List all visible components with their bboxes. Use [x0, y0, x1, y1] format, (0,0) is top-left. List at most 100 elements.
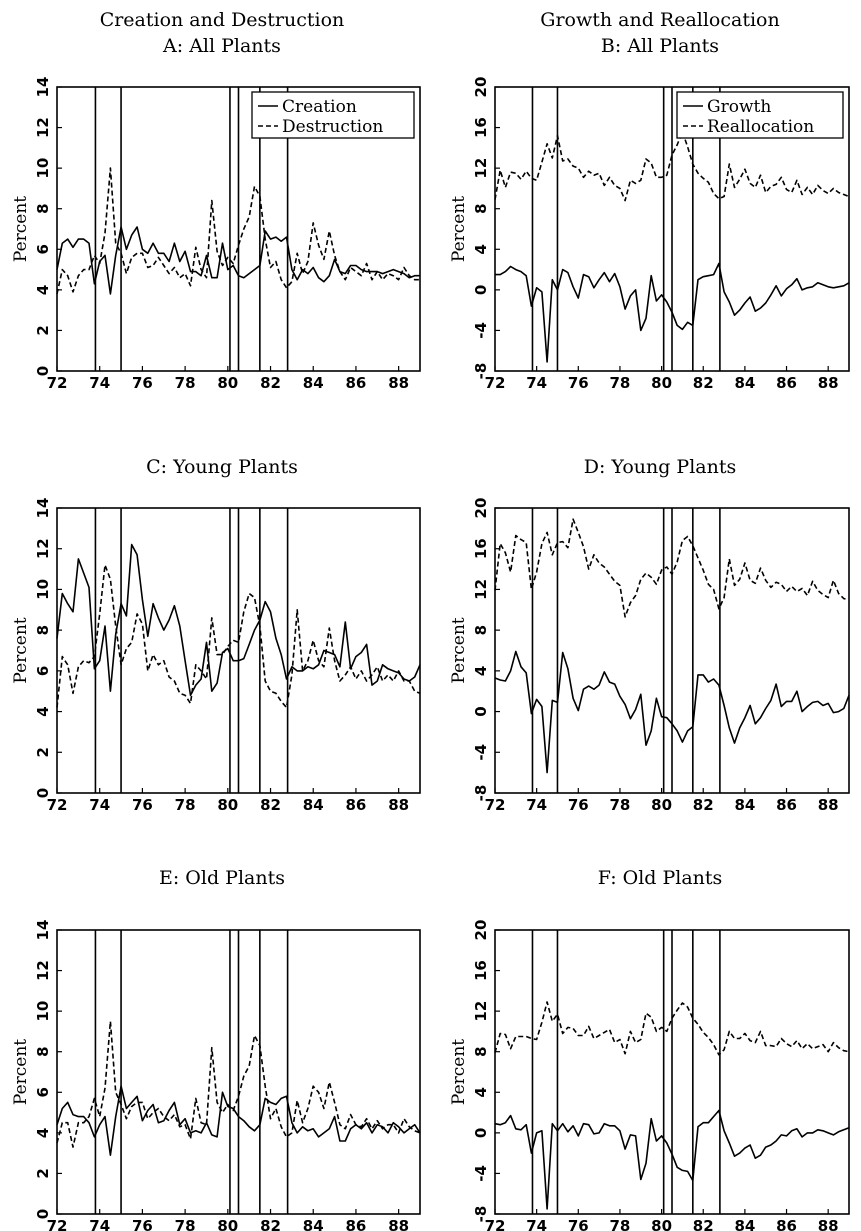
panel-e-ylabel: Percent	[11, 1039, 31, 1105]
panel-c: C: Young Plants Percent 0 2 4 6 8 10 12 14 72 74 76 7…	[11, 456, 421, 814]
panel-b: B: All Plants Percent -8 -4 0 4 8 12 16 20 72 74 76 7…	[449, 35, 850, 392]
y-tick-label: 0	[34, 1209, 52, 1219]
y-tick-label: 20	[472, 920, 490, 941]
y-tick-label: 8	[472, 625, 490, 635]
y-tick-label: 4	[34, 285, 52, 295]
y-tick-label: 14	[34, 77, 52, 98]
y-tick-label: 0	[34, 366, 52, 376]
legend-label: Growth	[707, 97, 771, 117]
x-tick-label: 82	[260, 1217, 281, 1231]
series-reallocation-line	[494, 518, 850, 618]
series-destruction-line	[56, 1020, 421, 1148]
column-title-right: Growth and Reallocation	[540, 9, 779, 31]
x-tick-label: 76	[132, 796, 153, 814]
x-tick-label: 76	[132, 1217, 153, 1231]
y-tick-label: 6	[34, 666, 52, 676]
panel-d-ylabel: Percent	[449, 617, 469, 683]
y-tick-label: 8	[34, 625, 52, 635]
y-tick-label: 2	[34, 325, 52, 335]
y-tick-label: -4	[472, 744, 490, 761]
x-tick-label: 84	[734, 1217, 755, 1231]
y-tick-label: -4	[472, 322, 490, 339]
x-tick-label: 78	[175, 796, 196, 814]
y-tick-label: 12	[472, 158, 490, 179]
y-tick-label: 8	[472, 1046, 490, 1056]
x-tick-label: 80	[651, 1217, 672, 1231]
y-tick-label: 16	[472, 538, 490, 559]
y-tick-label: 8	[34, 203, 52, 213]
x-tick-label: 82	[260, 796, 281, 814]
plot-frame	[494, 507, 850, 794]
panel-e-title: E: Old Plants	[159, 867, 285, 889]
x-tick-label: 78	[175, 1217, 196, 1231]
series-destruction-line	[56, 564, 421, 709]
x-tick-label: 88	[818, 1217, 839, 1231]
panel-d: D: Young Plants Percent -8 -4 0 4 8 12 16 20 72 74 7…	[449, 456, 850, 814]
y-tick-label: 2	[34, 747, 52, 757]
y-tick-label: 12	[34, 960, 52, 981]
panel-c-ylabel: Percent	[11, 617, 31, 683]
panel-f: F: Old Plants Percent -8 -4 0 4 8 12 16 20 72 74 76 7…	[449, 867, 850, 1231]
panel-e: E: Old Plants Percent 0 2 4 6 8 10 12 14 72 74 76 78 8…	[11, 867, 421, 1231]
y-tick-label: 8	[34, 1046, 52, 1056]
y-tick-label: 20	[472, 498, 490, 519]
x-tick-label: 74	[89, 374, 110, 392]
x-tick-label: 86	[776, 374, 797, 392]
series-growth-line	[494, 1109, 850, 1210]
x-tick-label: 74	[526, 796, 547, 814]
x-tick-label: 78	[175, 374, 196, 392]
x-tick-label: 72	[485, 1217, 506, 1231]
y-tick-label: 4	[34, 706, 52, 716]
y-tick-label: 16	[472, 117, 490, 138]
y-tick-label: 4	[472, 244, 490, 254]
y-tick-label: 6	[34, 1087, 52, 1097]
y-tick-label: 12	[34, 538, 52, 559]
x-tick-label: 74	[89, 796, 110, 814]
x-tick-label: 76	[132, 374, 153, 392]
x-tick-label: 74	[526, 1217, 547, 1231]
y-tick-label: 4	[34, 1128, 52, 1138]
panel-c-title: C: Young Plants	[146, 456, 298, 478]
x-tick-label: 86	[346, 796, 367, 814]
column-title-left: Creation and Destruction	[100, 9, 345, 31]
x-tick-label: 80	[217, 796, 238, 814]
plot-frame	[56, 929, 421, 1215]
plot-frame	[56, 507, 421, 794]
x-tick-label: 84	[303, 1217, 324, 1231]
panels-container: A: All Plants Percent 0 2 4 6 8 10 12 14 72 74 76 78 8…	[11, 35, 850, 1231]
y-tick-label: 12	[472, 1001, 490, 1022]
plot-frame	[56, 86, 421, 372]
series-growth-line	[495, 262, 850, 363]
x-tick-label: 82	[693, 796, 714, 814]
x-tick-label: 72	[47, 796, 68, 814]
y-tick-label: 12	[34, 117, 52, 138]
x-tick-label: 80	[217, 1217, 238, 1231]
x-tick-label: 78	[610, 374, 631, 392]
panel-a: A: All Plants Percent 0 2 4 6 8 10 12 14 72 74 76 78 8…	[11, 35, 421, 392]
plot-frame	[494, 86, 850, 372]
x-tick-label: 80	[651, 374, 672, 392]
x-tick-label: 78	[610, 796, 631, 814]
panel-f-title: F: Old Plants	[598, 867, 723, 889]
series-reallocation-line	[494, 130, 850, 202]
y-tick-label: 0	[472, 1128, 490, 1138]
legend-label: Destruction	[282, 117, 383, 137]
x-tick-label: 72	[47, 1217, 68, 1231]
x-tick-label: 86	[776, 1217, 797, 1231]
x-tick-label: 84	[303, 796, 324, 814]
panel-d-title: D: Young Plants	[584, 456, 737, 478]
x-tick-label: 74	[526, 374, 547, 392]
y-tick-label: 2	[34, 1168, 52, 1178]
y-tick-label: 4	[472, 666, 490, 676]
legend-label: Reallocation	[707, 117, 814, 137]
y-tick-label: -4	[472, 1165, 490, 1182]
x-tick-label: 84	[303, 374, 324, 392]
y-tick-label: -8	[472, 785, 490, 802]
legend-box	[251, 91, 415, 139]
x-tick-label: 82	[693, 374, 714, 392]
x-tick-label: 78	[610, 1217, 631, 1231]
series-reallocation-line	[494, 1001, 850, 1056]
panel-f-ylabel: Percent	[449, 1039, 469, 1105]
